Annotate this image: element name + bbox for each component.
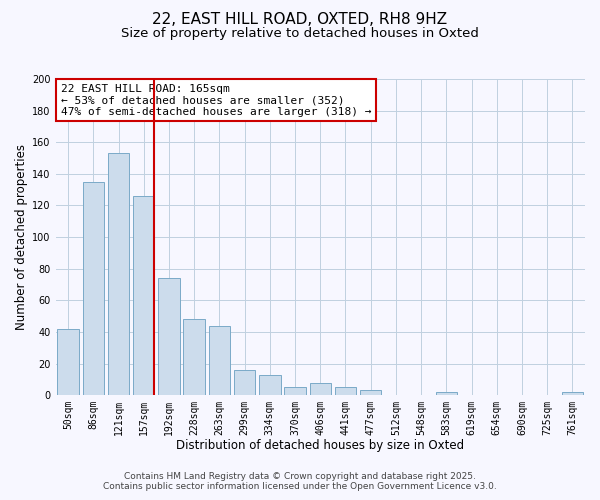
Bar (259, 374, 281, 395)
Text: 22 EAST HILL ROAD: 165sqm
← 53% of detached houses are smaller (352)
47% of semi: 22 EAST HILL ROAD: 165sqm ← 53% of detac… (61, 84, 371, 117)
Bar (58, 329, 79, 395)
Bar (310, 382, 331, 395)
Text: 22, EAST HILL ROAD, OXTED, RH8 9HZ: 22, EAST HILL ROAD, OXTED, RH8 9HZ (152, 12, 448, 28)
Bar (158, 278, 180, 395)
X-axis label: Distribution of detached houses by size in Oxted: Distribution of detached houses by size … (176, 440, 464, 452)
Text: Contains public sector information licensed under the Open Government Licence v3: Contains public sector information licen… (103, 482, 497, 491)
Bar (108, 154, 129, 395)
Bar (360, 390, 382, 395)
Bar (284, 388, 306, 395)
Bar (335, 388, 356, 395)
Bar (209, 326, 230, 395)
Bar (133, 196, 154, 395)
Text: Contains HM Land Registry data © Crown copyright and database right 2025.: Contains HM Land Registry data © Crown c… (124, 472, 476, 481)
Text: Size of property relative to detached houses in Oxted: Size of property relative to detached ho… (121, 28, 479, 40)
Bar (436, 392, 457, 395)
Bar (234, 370, 256, 395)
Bar (184, 320, 205, 395)
Y-axis label: Number of detached properties: Number of detached properties (15, 144, 28, 330)
Bar (83, 182, 104, 395)
Bar (562, 392, 583, 395)
